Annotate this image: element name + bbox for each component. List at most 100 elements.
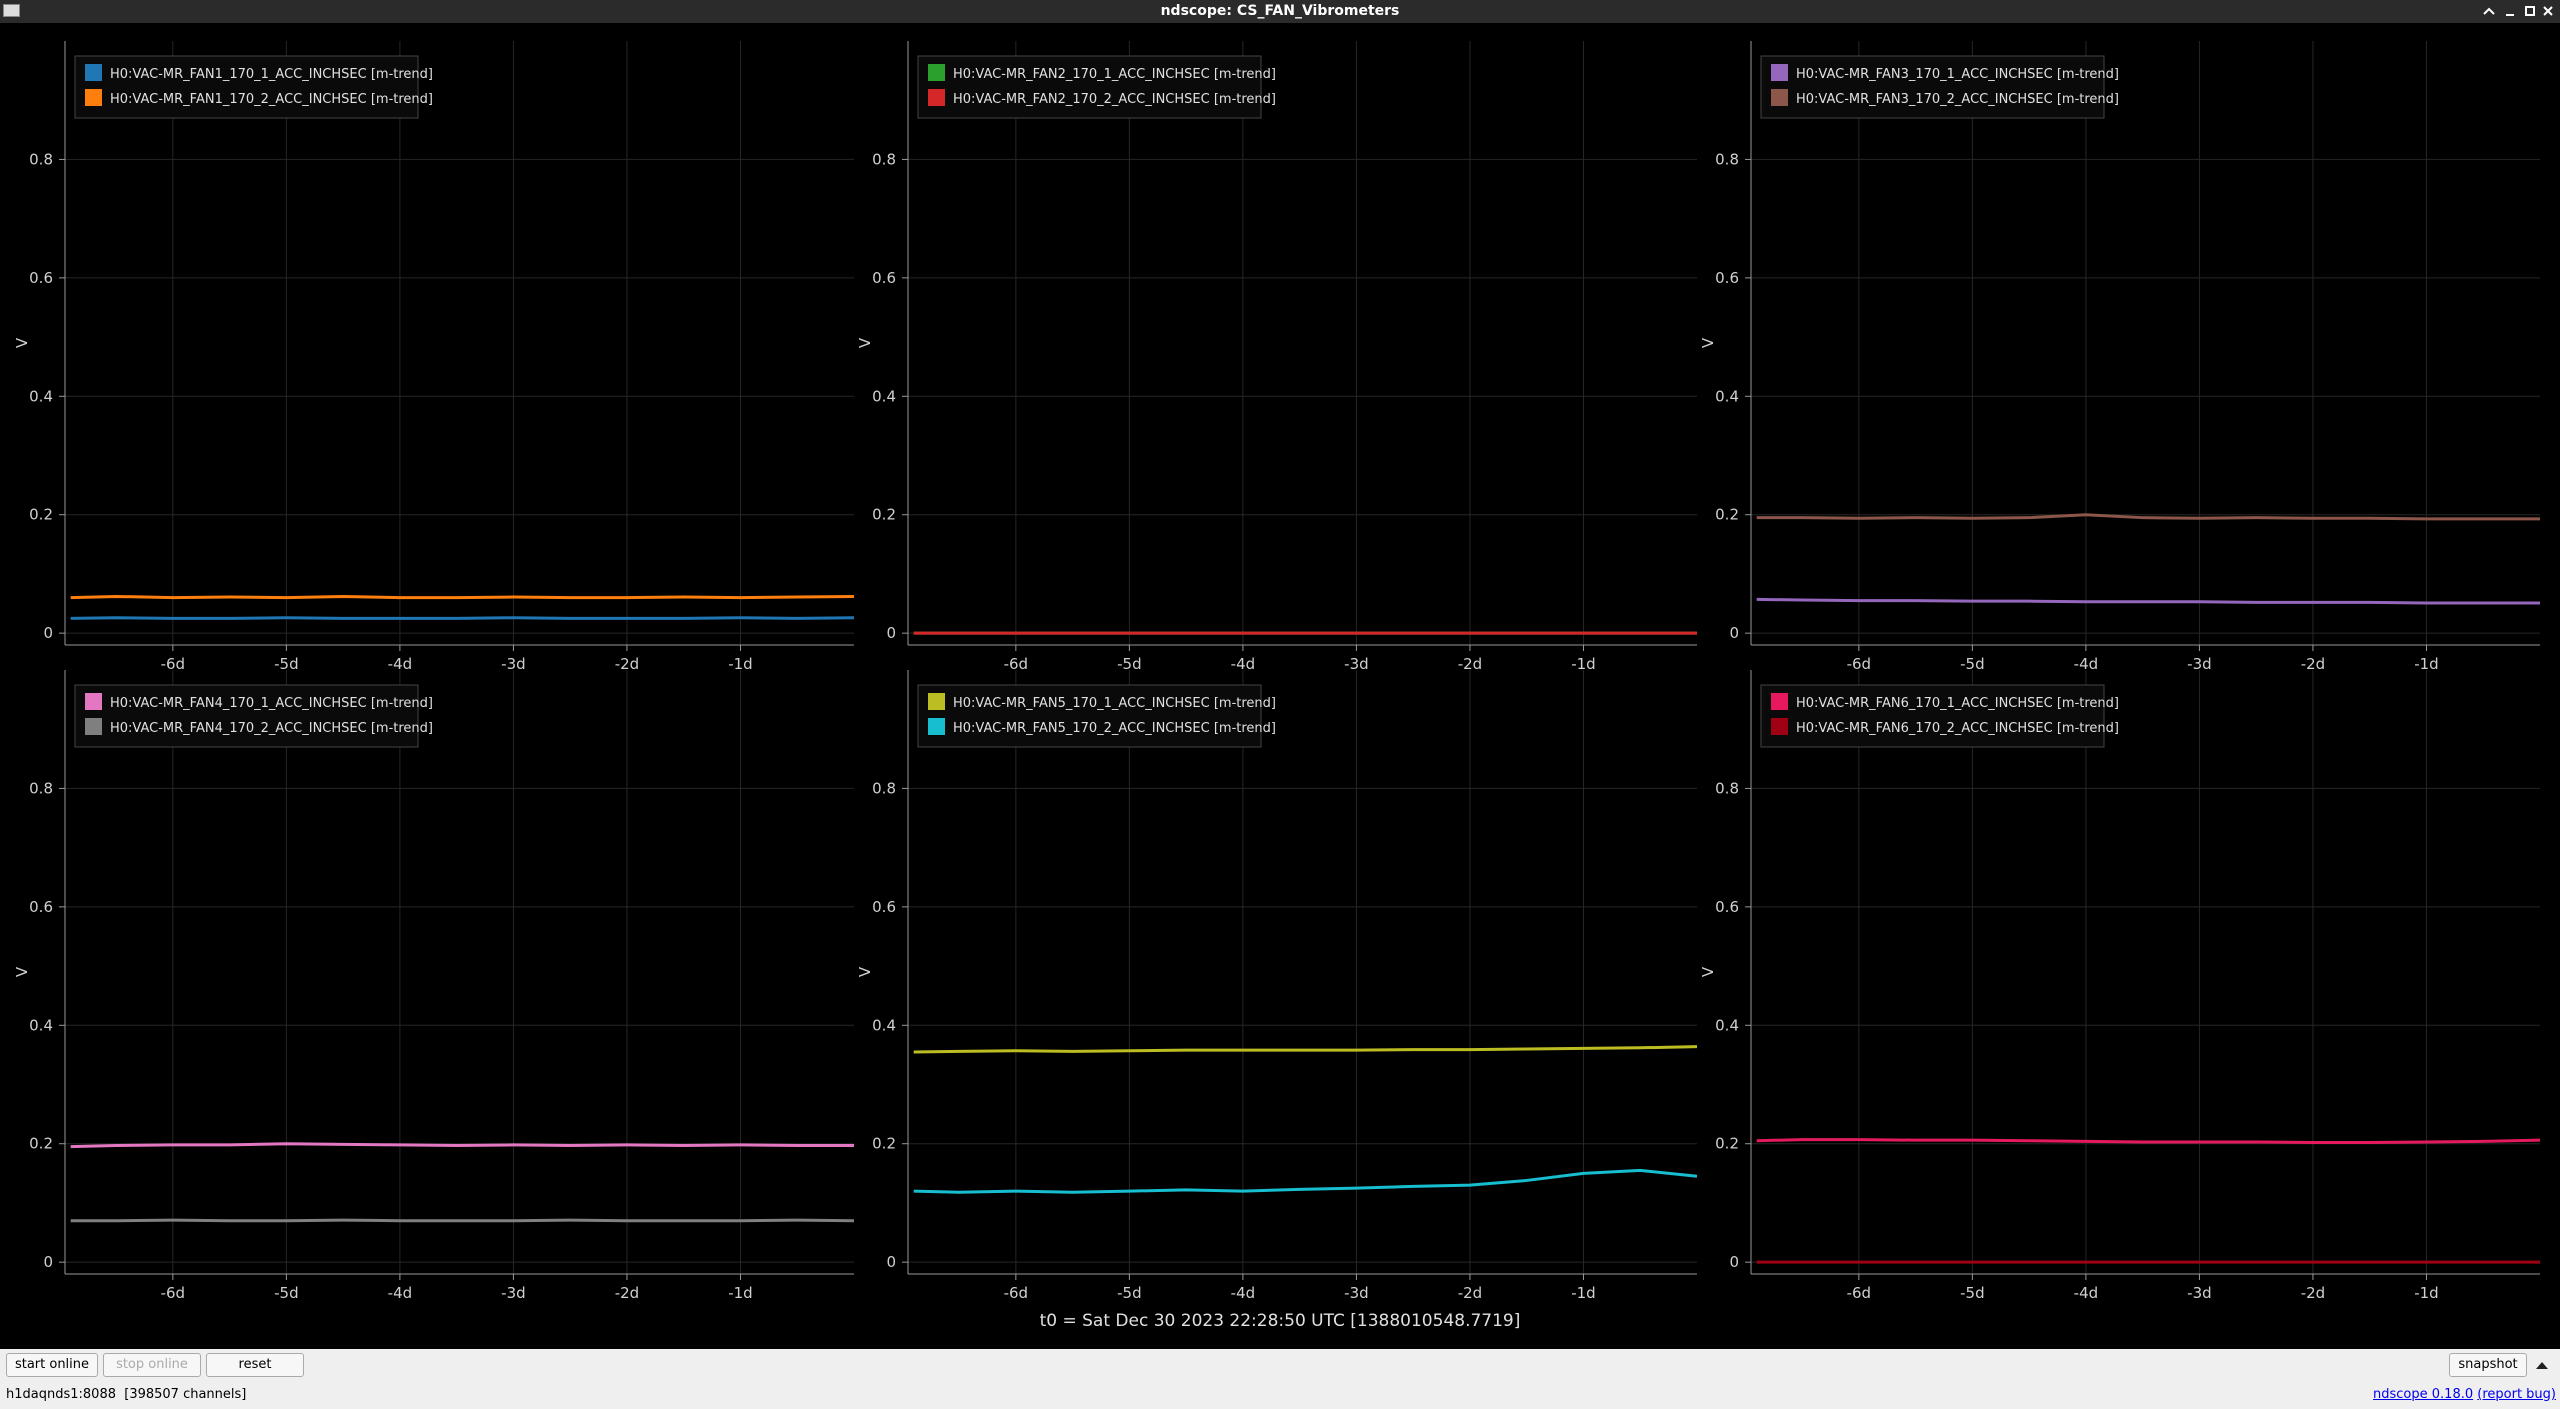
y-tick-label: 0.4	[29, 1016, 53, 1034]
y-tick-label: 0.4	[1715, 387, 1739, 405]
legend-swatch	[928, 89, 945, 106]
y-tick-label: 0.2	[1715, 1135, 1739, 1153]
legend-label: H0:VAC-MR_FAN1_170_2_ACC_INCHSEC [m-tren…	[110, 92, 433, 107]
y-tick-label: 0.4	[872, 387, 896, 405]
legend-box	[1760, 55, 2105, 119]
legend-box	[1760, 684, 2105, 748]
x-tick-label: -2d	[2301, 1284, 2325, 1302]
y-tick-label: 0.8	[29, 779, 53, 797]
legend-box	[74, 55, 419, 119]
x-tick-label: -4d	[388, 655, 412, 673]
snapshot-button[interactable]: snapshot	[2449, 1353, 2527, 1377]
y-tick-label: 0.6	[872, 898, 896, 916]
legend-label: H0:VAC-MR_FAN2_170_1_ACC_INCHSEC [m-tren…	[953, 67, 1276, 82]
y-tick-label: 0.4	[29, 387, 53, 405]
legend-swatch	[1771, 718, 1788, 735]
window-controls[interactable]	[2480, 0, 2560, 23]
x-tick-label: -1d	[728, 655, 752, 673]
window-title: ndscope: CS_FAN_Vibrometers	[1160, 3, 1400, 19]
legend-label: H0:VAC-MR_FAN4_170_1_ACC_INCHSEC [m-tren…	[110, 696, 433, 711]
x-tick-label: -1d	[2414, 655, 2438, 673]
y-tick-label: 0	[43, 624, 53, 642]
y-tick-label: 0.4	[872, 1016, 896, 1034]
y-tick-label: 0.8	[1715, 150, 1739, 168]
legend-box	[917, 684, 1262, 748]
x-tick-label: -3d	[2187, 655, 2211, 673]
y-tick-label: 0.6	[1715, 269, 1739, 287]
legend-swatch	[1771, 64, 1788, 81]
server-status: h1daqnds1:8088 [398507 channels]	[6, 1387, 247, 1402]
x-tick-label: -2d	[615, 1284, 639, 1302]
x-tick-label: -2d	[615, 655, 639, 673]
legend-swatch	[85, 718, 102, 735]
series-line	[70, 616, 855, 620]
y-tick-label: 0	[43, 1253, 53, 1271]
x-tick-label: -5d	[274, 1284, 298, 1302]
y-tick-label: 0	[1729, 624, 1739, 642]
x-tick-label: -1d	[2414, 1284, 2438, 1302]
x-tick-label: -3d	[501, 655, 525, 673]
x-tick-label: -1d	[728, 1284, 752, 1302]
series-line	[70, 1142, 854, 1149]
series-line	[913, 1168, 1698, 1194]
y-tick-label: 0.2	[29, 506, 53, 524]
series-line	[913, 1045, 1698, 1054]
x-tick-label: -6d	[161, 655, 185, 673]
y-tick-label: 0.6	[872, 269, 896, 287]
y-tick-label: 0.8	[872, 150, 896, 168]
series-line	[1756, 1138, 2541, 1145]
legend-swatch	[1771, 693, 1788, 710]
report-bug-link[interactable]: (report bug)	[2477, 1387, 2556, 1402]
y-axis-label: V	[13, 966, 31, 977]
reset-button[interactable]: reset	[206, 1353, 304, 1377]
series-line	[1756, 513, 2540, 521]
app-icon	[3, 4, 20, 17]
version-links: ndscope 0.18.0 (report bug)	[2373, 1387, 2556, 1402]
legend-label: H0:VAC-MR_FAN6_170_1_ACC_INCHSEC [m-tren…	[1796, 696, 2119, 711]
y-tick-label: 0	[886, 624, 896, 642]
legend-swatch	[85, 693, 102, 710]
x-tick-label: -4d	[2074, 655, 2098, 673]
x-tick-label: -4d	[1231, 1284, 1255, 1302]
y-tick-label: 0.6	[29, 269, 53, 287]
y-tick-label: 0.8	[29, 150, 53, 168]
x-tick-label: -5d	[1117, 655, 1141, 673]
legend-swatch	[928, 693, 945, 710]
y-axis-label: V	[856, 337, 874, 348]
legend-label: H0:VAC-MR_FAN5_170_1_ACC_INCHSEC [m-tren…	[953, 696, 1276, 711]
y-tick-label: 0	[1729, 1253, 1739, 1271]
expand-toggle[interactable]	[2532, 1354, 2552, 1376]
legend-label: H0:VAC-MR_FAN1_170_1_ACC_INCHSEC [m-tren…	[110, 67, 433, 82]
y-tick-label: 0.2	[1715, 506, 1739, 524]
y-tick-label: 0.8	[1715, 779, 1739, 797]
y-tick-label: 0.2	[872, 1135, 896, 1153]
legend-label: H0:VAC-MR_FAN6_170_2_ACC_INCHSEC [m-tren…	[1796, 721, 2119, 736]
x-tick-label: -2d	[2301, 655, 2325, 673]
series-line	[70, 1218, 855, 1223]
x-tick-label: -5d	[1960, 1284, 1984, 1302]
y-axis-label: V	[856, 966, 874, 977]
legend-label: H0:VAC-MR_FAN5_170_2_ACC_INCHSEC [m-tren…	[953, 721, 1276, 736]
x-tick-label: -5d	[274, 655, 298, 673]
legend-label: H0:VAC-MR_FAN3_170_2_ACC_INCHSEC [m-tren…	[1796, 92, 2119, 107]
x-tick-label: -3d	[501, 1284, 525, 1302]
version-link[interactable]: ndscope 0.18.0	[2373, 1387, 2474, 1402]
y-tick-label: 0.6	[29, 898, 53, 916]
y-tick-label: 0	[886, 1253, 896, 1271]
x-tick-label: -6d	[1004, 655, 1028, 673]
x-tick-label: -6d	[1004, 1284, 1028, 1302]
y-axis-label: V	[13, 337, 31, 348]
x-tick-label: -4d	[2074, 1284, 2098, 1302]
x-tick-label: -5d	[1960, 655, 1984, 673]
x-tick-label: -6d	[161, 1284, 185, 1302]
x-tick-label: -1d	[1571, 1284, 1595, 1302]
y-tick-label: 0.2	[872, 506, 896, 524]
y-axis-label: V	[1699, 966, 1717, 977]
legend-swatch	[928, 718, 945, 735]
start-online-button[interactable]: start online	[6, 1353, 98, 1377]
t0-label: t0 = Sat Dec 30 2023 22:28:50 UTC [13880…	[1040, 1311, 1521, 1331]
x-tick-label: -6d	[1847, 1284, 1871, 1302]
x-tick-label: -5d	[1117, 1284, 1141, 1302]
x-tick-label: -1d	[1571, 655, 1595, 673]
